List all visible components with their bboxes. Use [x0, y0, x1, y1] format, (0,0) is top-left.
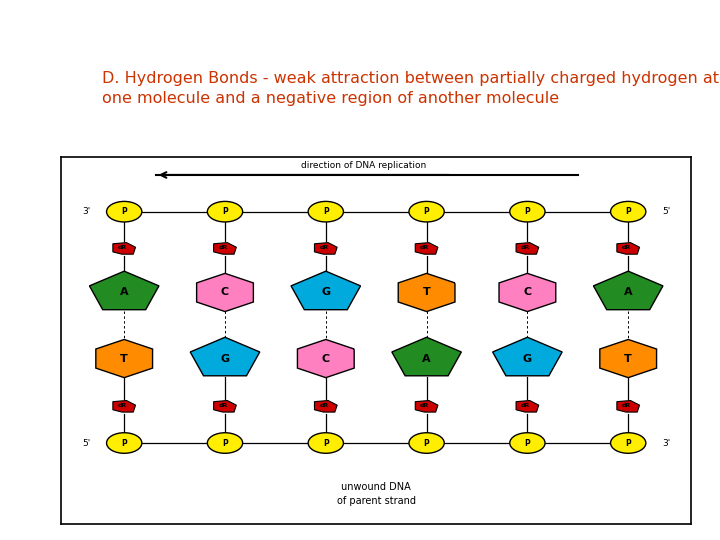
- Text: P: P: [525, 438, 530, 448]
- Polygon shape: [492, 338, 562, 376]
- Polygon shape: [113, 242, 135, 254]
- Polygon shape: [190, 338, 260, 376]
- Text: dR: dR: [117, 245, 127, 250]
- Text: P: P: [323, 438, 328, 448]
- Polygon shape: [214, 242, 236, 254]
- Circle shape: [510, 201, 545, 222]
- Text: P: P: [626, 438, 631, 448]
- Circle shape: [207, 433, 243, 453]
- Text: 3': 3': [662, 438, 670, 448]
- Polygon shape: [392, 338, 462, 376]
- Circle shape: [611, 201, 646, 222]
- Text: P: P: [424, 207, 429, 216]
- Text: dR: dR: [521, 245, 530, 250]
- Polygon shape: [516, 401, 539, 412]
- Polygon shape: [415, 242, 438, 254]
- Text: P: P: [222, 438, 228, 448]
- Text: 5': 5': [82, 438, 91, 448]
- Text: direction of DNA replication: direction of DNA replication: [301, 161, 426, 170]
- Circle shape: [107, 433, 142, 453]
- Text: P: P: [323, 207, 328, 216]
- Text: P: P: [626, 207, 631, 216]
- Polygon shape: [214, 401, 236, 412]
- Circle shape: [510, 433, 545, 453]
- Circle shape: [409, 433, 444, 453]
- Text: P: P: [424, 438, 429, 448]
- Text: A: A: [624, 287, 632, 298]
- Text: C: C: [523, 287, 531, 298]
- Text: dR: dR: [319, 245, 328, 250]
- Text: P: P: [525, 207, 530, 216]
- Polygon shape: [499, 273, 556, 312]
- Text: dR: dR: [319, 403, 328, 408]
- Circle shape: [308, 201, 343, 222]
- Polygon shape: [398, 273, 455, 312]
- Text: P: P: [222, 207, 228, 216]
- Text: dR: dR: [621, 403, 631, 408]
- Text: T: T: [624, 354, 632, 363]
- Polygon shape: [89, 271, 159, 310]
- Text: T: T: [423, 287, 431, 298]
- Text: dR: dR: [117, 403, 127, 408]
- Circle shape: [409, 201, 444, 222]
- Text: 3': 3': [82, 207, 91, 216]
- Circle shape: [207, 201, 243, 222]
- Text: A: A: [120, 287, 128, 298]
- Text: C: C: [322, 354, 330, 363]
- Polygon shape: [617, 401, 639, 412]
- Text: P: P: [122, 438, 127, 448]
- Polygon shape: [197, 273, 253, 312]
- Polygon shape: [617, 242, 639, 254]
- Polygon shape: [291, 271, 361, 310]
- Polygon shape: [415, 401, 438, 412]
- Polygon shape: [96, 340, 153, 377]
- Polygon shape: [315, 242, 337, 254]
- Text: unwound DNA
of parent strand: unwound DNA of parent strand: [337, 482, 415, 507]
- Text: dR: dR: [218, 403, 228, 408]
- Text: 5': 5': [662, 207, 670, 216]
- Text: dR: dR: [621, 245, 631, 250]
- Polygon shape: [600, 340, 657, 377]
- Circle shape: [611, 433, 646, 453]
- Text: C: C: [221, 287, 229, 298]
- Text: A: A: [423, 354, 431, 363]
- Circle shape: [107, 201, 142, 222]
- Text: G: G: [523, 354, 532, 363]
- Polygon shape: [516, 242, 539, 254]
- Text: G: G: [220, 354, 230, 363]
- Polygon shape: [113, 401, 135, 412]
- Text: dR: dR: [521, 403, 530, 408]
- Polygon shape: [593, 271, 663, 310]
- Polygon shape: [315, 401, 337, 412]
- Text: P: P: [122, 207, 127, 216]
- Text: G: G: [321, 287, 330, 298]
- Text: dR: dR: [420, 245, 429, 250]
- Polygon shape: [297, 340, 354, 377]
- Text: T: T: [120, 354, 128, 363]
- Circle shape: [308, 433, 343, 453]
- Text: D. Hydrogen Bonds - weak attraction between partially charged hydrogen atom in
o: D. Hydrogen Bonds - weak attraction betw…: [102, 71, 720, 106]
- Text: dR: dR: [218, 245, 228, 250]
- Text: dR: dR: [420, 403, 429, 408]
